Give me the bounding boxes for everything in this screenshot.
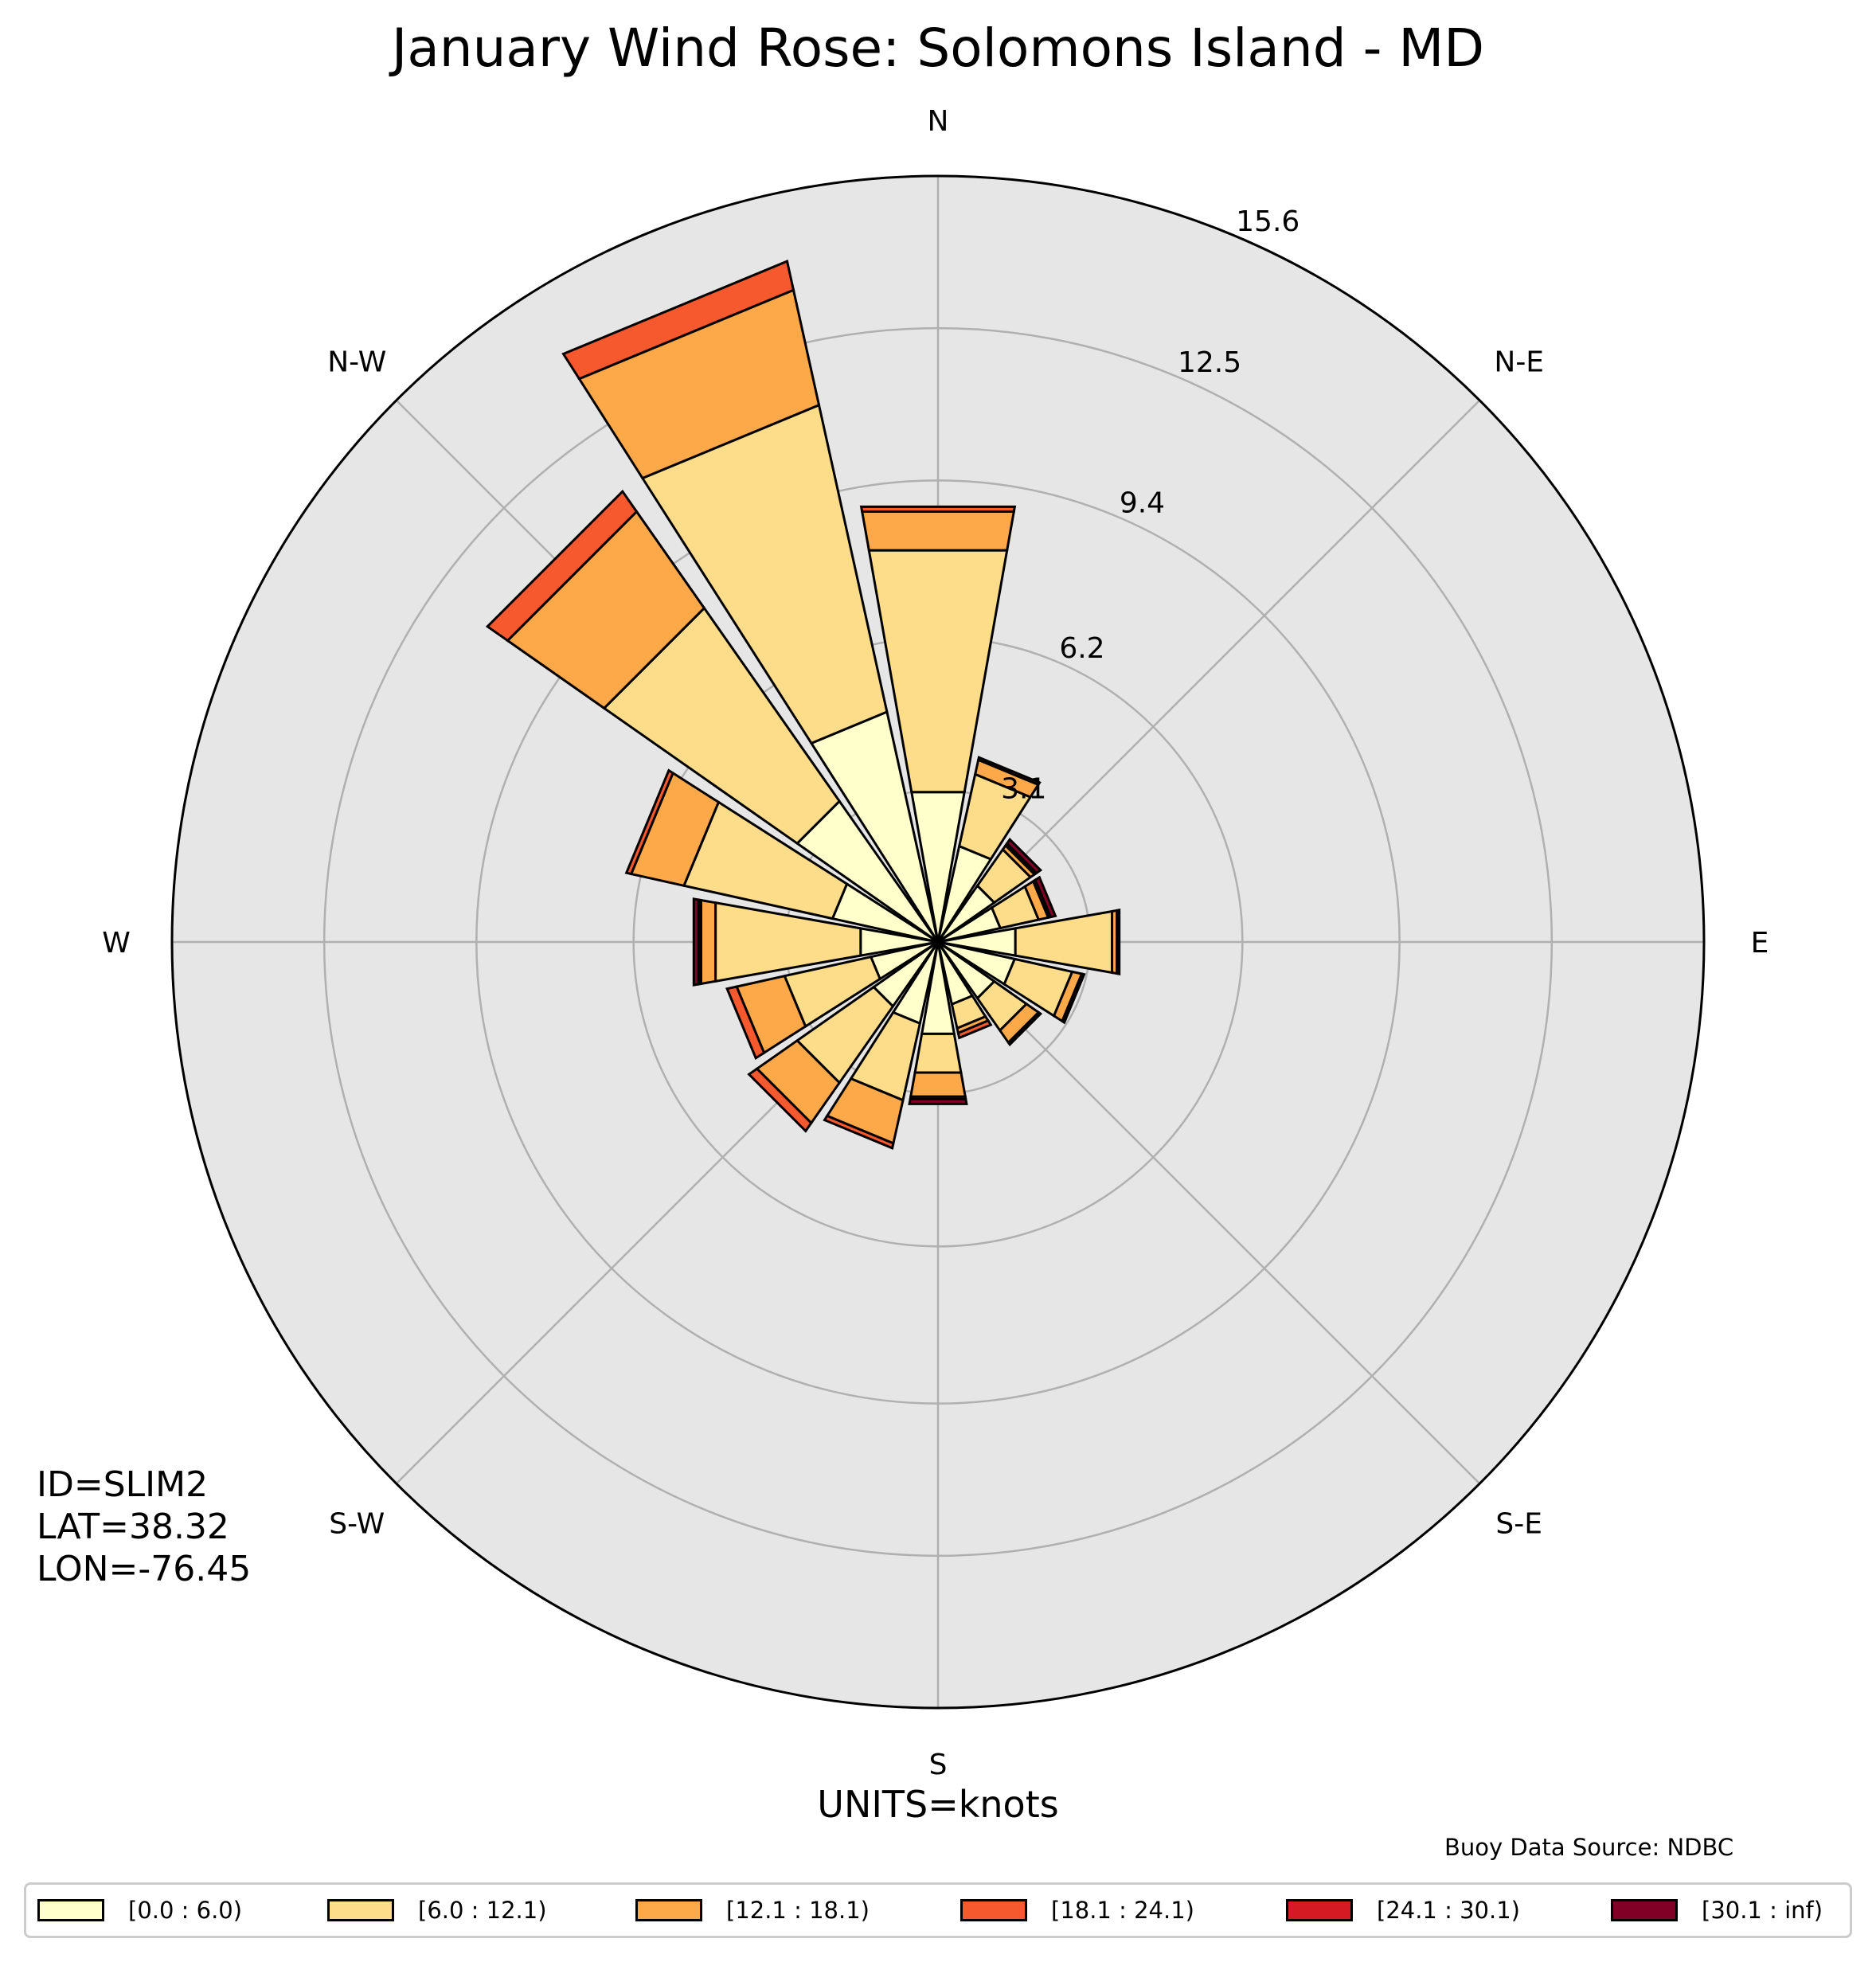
radial-tick-label: 6.2 <box>1059 632 1104 665</box>
wind-bar-segment <box>692 897 700 987</box>
station-lat: LAT=38.32 <box>37 1507 229 1547</box>
direction-label: W <box>102 927 131 960</box>
wind-bar-segment <box>1116 908 1121 976</box>
legend-item: [24.1 : 30.1) <box>1286 1885 1520 1936</box>
station-info: ID=SLIM2 LAT=38.32 LON=-76.45 <box>37 1464 251 1590</box>
wind-bar-segment <box>908 1097 968 1105</box>
direction-label: S-E <box>1495 1508 1542 1541</box>
wind-bar-segment <box>485 489 639 643</box>
legend-item: [30.1 : inf) <box>1611 1885 1823 1936</box>
radial-tick-label: 9.4 <box>1120 487 1165 519</box>
chart-title: January Wind Rose: Solomons Island - MD <box>391 18 1485 79</box>
legend-label: [24.1 : 30.1) <box>1377 1897 1520 1924</box>
legend: [0.0 : 6.0) [6.0 : 12.1) [12.1 : 18.1) [… <box>24 1882 1852 1938</box>
direction-label: S <box>929 1749 948 1781</box>
direction-label: E <box>1751 927 1769 960</box>
legend-label: [30.1 : inf) <box>1702 1897 1823 1924</box>
data-source-label: Buoy Data Source: NDBC <box>1444 1834 1734 1861</box>
wind-bar-segment <box>699 898 717 986</box>
direction-label: N-E <box>1494 346 1544 378</box>
legend-swatch <box>327 1899 394 1921</box>
legend-label: [0.0 : 6.0) <box>128 1897 243 1924</box>
legend-item: [6.0 : 12.1) <box>327 1885 547 1936</box>
legend-item: [18.1 : 24.1) <box>960 1885 1194 1936</box>
station-lon: LON=-76.45 <box>37 1549 252 1589</box>
wind-bar-segment <box>860 510 1016 552</box>
legend-swatch <box>1611 1899 1678 1921</box>
wind-bar-segment <box>1034 875 1057 919</box>
wind-bar-segment <box>725 985 766 1061</box>
legend-swatch <box>960 1899 1027 1921</box>
radial-tick-label: 3.1 <box>1001 772 1046 805</box>
wind-bar-segment <box>909 1071 967 1098</box>
station-id: ID=SLIM2 <box>37 1464 209 1505</box>
legend-item: [0.0 : 6.0) <box>37 1885 242 1936</box>
legend-label: [6.0 : 12.1) <box>418 1897 547 1924</box>
wind-bar-segment <box>913 1032 963 1074</box>
angular-gridline <box>937 399 1481 943</box>
angular-gridline <box>937 941 1481 1485</box>
radial-tick-label: 15.6 <box>1236 205 1300 238</box>
direction-label: N <box>928 105 949 138</box>
wind-bar-segment <box>956 1018 993 1040</box>
legend-label: [12.1 : 18.1) <box>726 1897 870 1924</box>
units-label: UNITS=knots <box>817 1783 1059 1826</box>
direction-label: S-W <box>329 1508 385 1541</box>
wind-bar-segment <box>1061 972 1086 1025</box>
wind-bar-segment <box>859 505 1017 513</box>
wind-bar-segment <box>624 768 674 876</box>
wind-bar-segment <box>561 260 795 381</box>
legend-label: [18.1 : 24.1) <box>1051 1897 1194 1924</box>
radial-tick-label: 12.5 <box>1178 346 1241 379</box>
legend-swatch <box>635 1899 702 1921</box>
wind-bar-segment <box>1006 1010 1043 1047</box>
wind-bar-segment <box>823 1114 895 1150</box>
legend-item: [12.1 : 18.1) <box>635 1885 870 1936</box>
legend-swatch <box>37 1899 104 1921</box>
wind-bar-segment <box>976 756 1042 787</box>
direction-label: N-W <box>327 346 386 378</box>
legend-swatch <box>1286 1899 1353 1921</box>
polar-frame <box>170 174 1706 1710</box>
wind-bar-segment <box>747 1067 813 1133</box>
wind-bar-segment <box>1005 837 1043 875</box>
